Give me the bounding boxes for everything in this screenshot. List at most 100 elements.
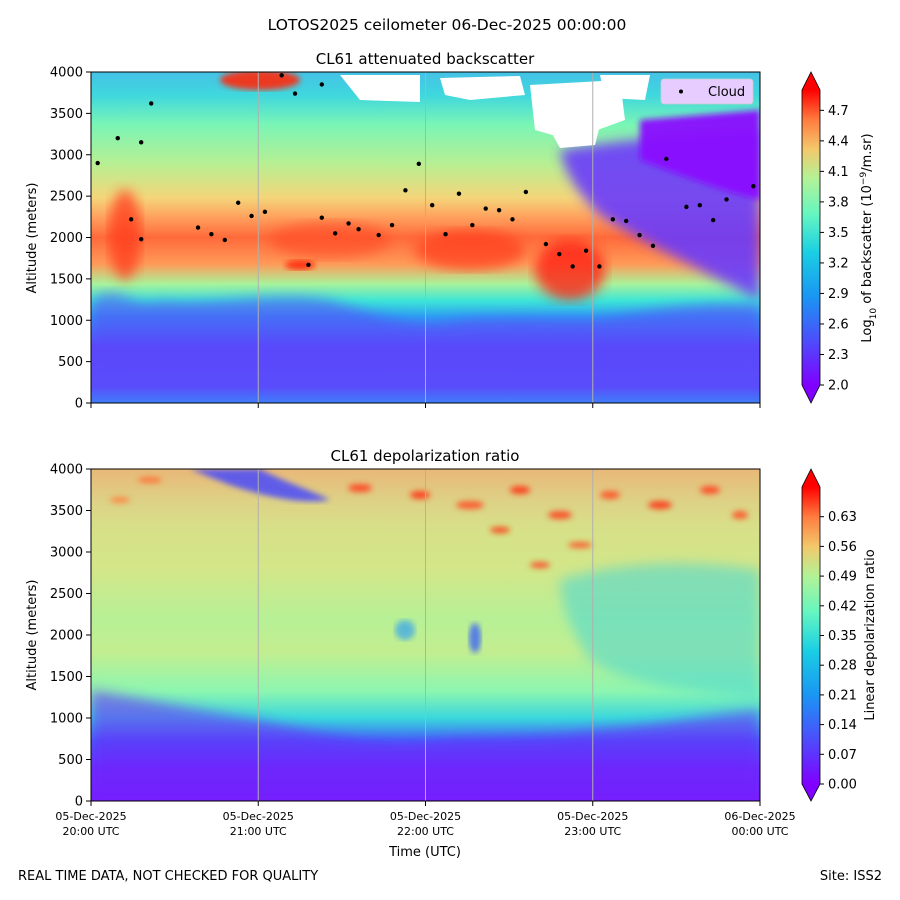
- cloud-base-point: [583, 248, 589, 253]
- cloud-base-point: [429, 203, 435, 208]
- colorbar-tick-label: 3.8: [828, 195, 849, 210]
- x-tick-date: 06-Dec-2025: [724, 810, 795, 823]
- y-tick-label: 3500: [50, 107, 83, 122]
- y-tick-label: 4000: [50, 463, 83, 478]
- quality-disclaimer: REAL TIME DATA, NOT CHECKED FOR QUALITY: [18, 869, 319, 884]
- depolarization-panel: CL61 depolarization ratio: [25, 447, 878, 860]
- cloud-base-point: [262, 209, 268, 215]
- backscatter-title: CL61 attenuated backscatter: [316, 50, 535, 68]
- colorbar-tick-label: 2.3: [828, 348, 849, 363]
- colorbar-tick-label: 3.5: [828, 226, 849, 241]
- cloud-base-point: [470, 222, 475, 228]
- x-tick-date: 05-Dec-2025: [223, 810, 294, 823]
- colorbar-tick-label: 0.21: [828, 688, 857, 703]
- cloud-base-point: [697, 203, 702, 208]
- cloud-base-point: [149, 101, 154, 106]
- cloud-base-point: [356, 227, 361, 232]
- x-tick-time: 21:00 UTC: [230, 825, 287, 838]
- cloud-base-point: [376, 232, 381, 238]
- colorbar-tick-label: 0.00: [828, 778, 857, 793]
- cloud-base-point: [724, 197, 729, 202]
- cloud-base-point: [523, 189, 529, 195]
- cloud-base-point: [95, 160, 100, 166]
- colorbar-tick-label: 0.63: [828, 510, 857, 525]
- cloud-base-point: [637, 232, 642, 238]
- colorbar-tick-label: 2.0: [828, 379, 849, 394]
- cloud-base-point: [751, 183, 756, 189]
- y-tick-label: 0: [75, 795, 83, 810]
- cloud-base-point: [389, 222, 395, 228]
- cloud-base-point: [664, 156, 669, 162]
- cloud-base-point: [543, 241, 549, 247]
- cloud-base-point: [416, 161, 422, 167]
- colorbar-tick-label: 0.42: [828, 599, 857, 614]
- y-tick-label: 4000: [50, 66, 83, 81]
- site-label: Site: ISS2: [819, 869, 882, 884]
- x-tick-time: 20:00 UTC: [62, 825, 119, 838]
- x-tick-date: 05-Dec-2025: [55, 810, 126, 823]
- cloud-base-point: [597, 264, 602, 269]
- cloud-base-point: [346, 221, 351, 226]
- figure-title: LOTOS2025 ceilometer 06-Dec-2025 00:00:0…: [268, 16, 627, 34]
- y-tick-label: 1500: [50, 670, 83, 685]
- y-tick-label: 500: [58, 753, 83, 768]
- cloud-base-point: [306, 262, 311, 268]
- depolarization-colorbar: 0.00 0.07 0.14 0.21 0.28 0.35 0.42 0.49 0.56 0.63…: [801, 468, 878, 802]
- colorbar-tick-label: 2.9: [828, 287, 849, 302]
- cloud-base-point: [624, 218, 629, 224]
- colorbar-tick-label: 0.49: [828, 570, 857, 585]
- y-tick-label: 1000: [50, 712, 83, 727]
- x-tick-time: 00:00 UTC: [731, 825, 788, 838]
- cloud-base-point: [138, 236, 144, 242]
- cloud-base-point: [403, 188, 408, 193]
- depolarization-colorbar-label: Linear depolarization ratio: [863, 549, 878, 720]
- cloud-base-point: [279, 73, 284, 78]
- cloud-base-point: [249, 213, 254, 219]
- colorbar-tick-label: 4.1: [828, 165, 849, 180]
- cloud-base-point: [292, 91, 298, 96]
- cloud-base-point: [128, 217, 134, 222]
- cloud-base-point: [319, 215, 325, 220]
- colorbar-tick-label: 0.14: [828, 718, 857, 733]
- cloud-base-point: [483, 206, 488, 211]
- cloud-base-point: [195, 225, 201, 230]
- colorbar-tick-label: 2.6: [828, 317, 849, 332]
- y-tick-label: 2000: [50, 231, 83, 246]
- y-tick-label: 0: [75, 397, 83, 412]
- y-tick-label: 500: [58, 355, 83, 370]
- x-tick-time: 22:00 UTC: [397, 825, 454, 838]
- legend-cloud-label: Cloud: [708, 85, 745, 100]
- cloud-base-point: [710, 217, 716, 223]
- cloud-base-point: [650, 243, 656, 248]
- colorbar-tick-label: 0.28: [828, 659, 857, 674]
- cloud-base-point: [209, 231, 214, 237]
- cloud-base-point: [610, 217, 616, 222]
- depolarization-ylabel: Altitude (meters): [25, 580, 40, 691]
- cloud-base-point: [115, 136, 120, 141]
- y-tick-label: 3000: [50, 546, 83, 561]
- cloud-base-point: [456, 191, 462, 196]
- depolarization-heatmap: [91, 469, 760, 801]
- cloud-base-point: [319, 82, 325, 87]
- cloud-base-point: [557, 251, 562, 257]
- y-tick-label: 2000: [50, 629, 83, 644]
- backscatter-colorbar: 2.0 2.3 2.6 2.9 3.2 3.5 3.8 4.1 4.4 4.7 Log10 of …: [801, 71, 879, 404]
- backscatter-ylabel: Altitude (meters): [25, 183, 40, 294]
- y-tick-label: 3500: [50, 504, 83, 519]
- colorbar-tick-label: 0.35: [828, 629, 857, 644]
- colorbar-tick-label: 3.2: [828, 256, 849, 271]
- backscatter-panel: CL61 attenuated backscatter 0 500: [25, 50, 879, 412]
- y-tick-label: 2500: [50, 587, 83, 602]
- cloud-base-point: [235, 200, 241, 205]
- cloud-base-point: [496, 207, 502, 213]
- legend: Cloud: [660, 78, 754, 105]
- backscatter-colorbar-label: Log10 of backscatter (10−9/m.sr): [859, 133, 879, 342]
- cloud-base-point: [443, 231, 448, 237]
- y-tick-label: 2500: [50, 190, 83, 205]
- cloud-base-point: [510, 217, 515, 222]
- cloud-base-point: [684, 204, 689, 210]
- y-tick-label: 3000: [50, 148, 83, 163]
- time-xlabel: Time (UTC): [388, 845, 461, 860]
- y-tick-label: 1500: [50, 272, 83, 287]
